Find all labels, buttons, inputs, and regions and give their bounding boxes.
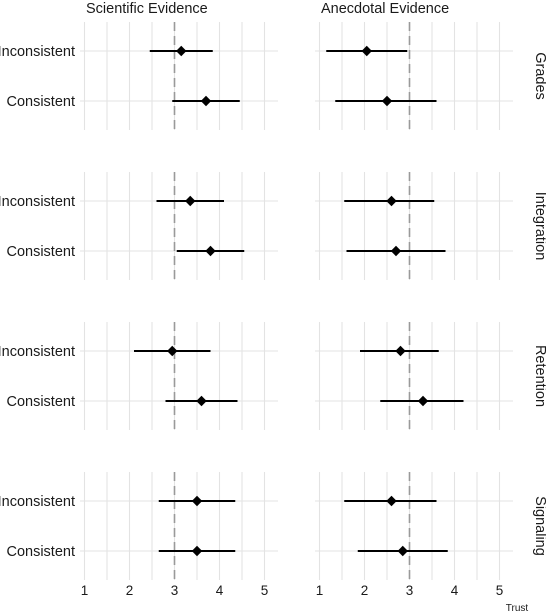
facet-row-label: Signaling — [532, 496, 546, 556]
point-estimate — [205, 245, 216, 257]
facet-row-label: Grades — [532, 52, 546, 100]
point-estimate — [191, 545, 203, 557]
point-estimate — [200, 95, 212, 107]
y-tick-label: Consistent — [6, 94, 75, 110]
facet-column-title: Scientific Evidence — [86, 1, 208, 17]
x-tick-label: 4 — [451, 583, 459, 598]
y-tick-label: Consistent — [6, 544, 75, 560]
y-tick-label: Inconsistent — [0, 44, 75, 60]
facet-row-label: Integration — [532, 192, 546, 261]
point-estimate — [386, 495, 397, 507]
y-tick-label: Inconsistent — [0, 494, 75, 510]
point-estimate — [386, 195, 397, 207]
y-tick-label: Consistent — [6, 394, 75, 410]
point-estimate — [167, 345, 178, 357]
x-tick-label: 2 — [126, 583, 134, 598]
point-estimate — [397, 545, 408, 557]
x-tick-label: 4 — [216, 583, 224, 598]
x-tick-label: 5 — [261, 583, 269, 598]
point-estimate — [390, 245, 402, 257]
point-estimate — [196, 395, 207, 407]
point-estimate — [185, 195, 196, 207]
point-estimate — [381, 95, 393, 107]
facet-column-title: Anecdotal Evidence — [321, 1, 449, 17]
y-tick-label: Consistent — [6, 244, 75, 260]
point-estimate — [417, 395, 429, 407]
x-tick-label: 1 — [316, 583, 324, 598]
point-estimate — [395, 345, 406, 357]
y-tick-label: Inconsistent — [0, 194, 75, 210]
x-tick-label: 1 — [81, 583, 89, 598]
point-estimate — [191, 495, 203, 507]
point-estimate — [361, 45, 372, 57]
x-tick-label: 5 — [496, 583, 504, 598]
x-tick-label: 3 — [171, 583, 179, 598]
x-axis-title: Trust — [506, 603, 529, 614]
x-tick-label: 3 — [406, 583, 414, 598]
facet-row-label: Retention — [532, 345, 546, 407]
point-estimate — [176, 45, 187, 57]
y-tick-label: Inconsistent — [0, 344, 75, 360]
x-tick-label: 2 — [361, 583, 369, 598]
